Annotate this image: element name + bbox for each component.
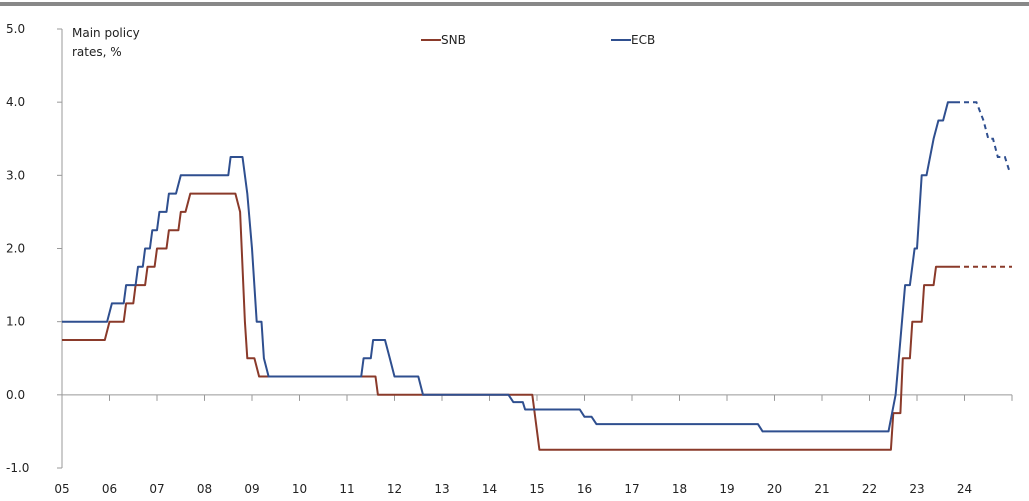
y-tick-label: 5.0 xyxy=(6,22,25,36)
x-tick-label: 20 xyxy=(767,482,782,496)
y-tick-label: 1.0 xyxy=(6,315,25,329)
y-tick-label: 3.0 xyxy=(6,168,25,182)
x-tick-label: 12 xyxy=(387,482,402,496)
chart-annotation-line-2: rates, % xyxy=(72,45,122,59)
series-ecb xyxy=(62,101,1011,433)
series-projection-ecb xyxy=(955,101,1011,173)
x-tick-label: 14 xyxy=(482,482,497,496)
x-tick-label: 15 xyxy=(529,482,544,496)
x-tick-label: 17 xyxy=(624,482,639,496)
series-layer xyxy=(62,101,1012,451)
axes xyxy=(57,28,1013,469)
x-tick-label: 24 xyxy=(957,482,972,496)
x-tick-label: 05 xyxy=(54,482,69,496)
series-line-snb xyxy=(62,192,955,451)
y-tick-label: 2.0 xyxy=(6,242,25,256)
series-line-ecb xyxy=(62,101,955,433)
series-snb xyxy=(62,192,1012,451)
legend-label-snb: SNB xyxy=(441,33,466,47)
chart-annotation-line-1: Main policy xyxy=(72,26,140,40)
x-tick-label: 10 xyxy=(292,482,307,496)
x-tick-label: 13 xyxy=(434,482,449,496)
legend: SNB ECB xyxy=(421,33,655,47)
x-tick-label: 06 xyxy=(102,482,117,496)
x-tick-label: 19 xyxy=(719,482,734,496)
x-axis-tick-labels: 05 06 07 08 09 10 11 12 13 14 15 16 17 18 19 20 21 22 23 24 xyxy=(54,482,972,496)
y-tick-label: 0.0 xyxy=(6,388,25,402)
x-tick-label: 08 xyxy=(197,482,212,496)
x-tick-label: 22 xyxy=(862,482,877,496)
y-tick-label: 4.0 xyxy=(6,95,25,109)
x-tick-label: 07 xyxy=(149,482,164,496)
x-tick-label: 09 xyxy=(244,482,259,496)
legend-label-ecb: ECB xyxy=(631,33,655,47)
x-tick-label: 21 xyxy=(814,482,829,496)
x-tick-label: 11 xyxy=(339,482,354,496)
y-tick-label: -1.0 xyxy=(6,461,29,475)
x-tick-label: 16 xyxy=(577,482,592,496)
y-axis-tick-labels: 5.0 4.0 3.0 2.0 1.0 0.0 -1.0 xyxy=(6,22,29,475)
x-tick-label: 18 xyxy=(672,482,687,496)
x-tick-label: 23 xyxy=(909,482,924,496)
